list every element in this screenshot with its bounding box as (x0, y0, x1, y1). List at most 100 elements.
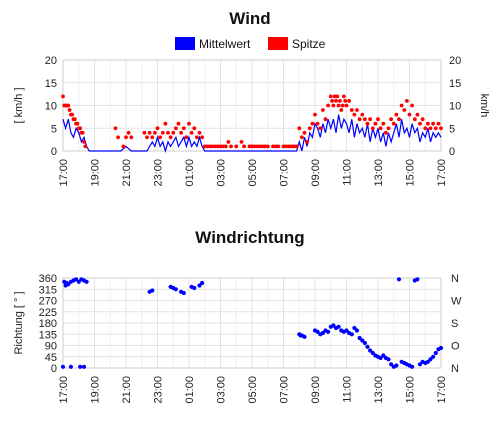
point-direction (66, 282, 71, 287)
x-tick-label: 03:00 (216, 376, 228, 404)
y-tick-label: 270 (39, 296, 57, 308)
point-spitze (376, 117, 380, 122)
point-spitze (166, 130, 170, 135)
point-spitze (339, 108, 344, 112)
point-spitze (213, 144, 218, 149)
point-spitze (352, 112, 357, 117)
point-spitze (210, 144, 215, 149)
x-tick-label: 09:00 (310, 159, 322, 187)
point-spitze (343, 99, 348, 103)
point-spitze (334, 99, 338, 103)
point-direction (173, 287, 178, 292)
point-direction (344, 328, 349, 333)
point-direction (360, 338, 365, 343)
y-tick-label: 0 (51, 146, 57, 158)
point-spitze (357, 117, 362, 122)
point-spitze (281, 144, 286, 149)
x-tick-label: 17:00 (58, 159, 70, 187)
point-spitze (397, 117, 401, 122)
compass-label: N (451, 363, 459, 375)
x-tick-label: 21:00 (121, 159, 133, 187)
point-spitze (176, 121, 181, 126)
y-axis-label-left: [ km/h ] (13, 87, 25, 123)
point-direction (349, 332, 354, 337)
compass-label: W (451, 296, 462, 308)
point-direction (354, 328, 360, 333)
point-spitze (273, 144, 278, 149)
point-direction (381, 353, 386, 358)
x-tick-label: 23:00 (153, 376, 165, 404)
point-direction (197, 283, 202, 288)
x-tick-label: 03:00 (216, 159, 228, 187)
point-spitze (113, 126, 118, 131)
x-tick-label: 17:00 (58, 376, 70, 404)
point-spitze (75, 121, 80, 126)
point-spitze (83, 144, 88, 149)
point-spitze (229, 144, 233, 149)
point-spitze (402, 108, 407, 112)
point-spitze (423, 126, 428, 131)
point-spitze (72, 117, 77, 122)
point-spitze (431, 121, 435, 126)
x-tick-label: 07:00 (279, 376, 291, 404)
point-spitze (426, 121, 430, 126)
point-spitze (318, 126, 323, 131)
point-direction (181, 290, 186, 296)
point-spitze (124, 135, 128, 140)
point-direction (357, 335, 362, 341)
point-spitze (297, 126, 302, 131)
point-spitze (407, 112, 412, 117)
point-spitze (80, 130, 85, 135)
point-spitze (263, 144, 267, 149)
point-spitze (142, 130, 147, 135)
point-spitze (189, 130, 194, 135)
point-spitze (67, 108, 72, 112)
point-spitze (410, 103, 414, 108)
point-spitze (171, 130, 176, 135)
point-spitze (344, 103, 349, 108)
point-spitze (218, 144, 223, 149)
point-spitze (226, 140, 231, 144)
point-spitze (405, 99, 409, 103)
point-spitze (439, 126, 443, 131)
point-spitze (363, 117, 367, 122)
x-tick-label: 11:00 (342, 159, 354, 186)
point-spitze (116, 135, 120, 140)
point-spitze (315, 121, 320, 126)
point-spitze (265, 144, 270, 149)
y-tick-label: 0 (51, 363, 57, 375)
point-spitze (252, 144, 257, 149)
x-tick-label: 17:00 (436, 159, 448, 187)
y-tick-label-right: 0 (449, 146, 455, 158)
point-direction (315, 329, 320, 334)
x-tick-label: 05:00 (247, 159, 259, 187)
point-direction (394, 363, 399, 368)
point-spitze (82, 140, 86, 144)
point-direction (368, 348, 373, 353)
point-spitze (370, 126, 375, 131)
point-direction (68, 364, 73, 369)
point-direction (370, 350, 375, 356)
legend-label-mittelwert: Mittelwert (199, 37, 251, 51)
point-spitze (415, 112, 420, 117)
point-direction (320, 330, 325, 336)
point-spitze (150, 135, 155, 140)
point-spitze (360, 112, 365, 117)
point-spitze (342, 94, 346, 99)
point-spitze (163, 121, 168, 126)
x-tick-label: 19:00 (90, 376, 102, 404)
x-tick-label: 01:00 (184, 376, 196, 404)
point-spitze (192, 126, 197, 131)
point-spitze (381, 121, 386, 126)
point-direction (431, 354, 436, 359)
chart-title-windrichtung: Windrichtung (195, 228, 304, 247)
point-spitze (368, 117, 372, 122)
point-direction (200, 280, 205, 286)
point-spitze (286, 144, 291, 149)
x-tick-label: 21:00 (121, 376, 133, 404)
point-spitze (389, 117, 393, 122)
x-tick-label: 07:00 (279, 159, 291, 187)
y-tick-label: 20 (45, 55, 57, 67)
y-tick-label-right: 5 (449, 123, 455, 135)
